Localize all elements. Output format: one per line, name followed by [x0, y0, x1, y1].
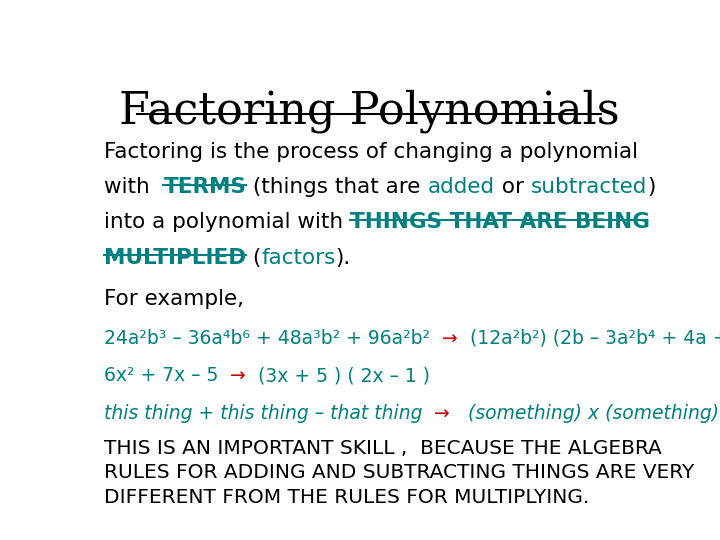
Text: MULTIPLIED: MULTIPLIED [104, 248, 246, 268]
Text: 6x² + 7x – 5: 6x² + 7x – 5 [104, 366, 218, 385]
Text: (3x + 5 ) ( 2x – 1 ): (3x + 5 ) ( 2x – 1 ) [258, 366, 430, 385]
Text: (things that are: (things that are [246, 177, 428, 197]
Text: →: → [218, 366, 258, 385]
Text: ).: ). [336, 248, 351, 268]
Text: THIS IS AN IMPORTANT SKILL ,  BECAUSE THE ALGEBRA
RULES FOR ADDING AND SUBTRACTI: THIS IS AN IMPORTANT SKILL , BECAUSE THE… [104, 439, 694, 507]
Text: (something) x (something): (something) x (something) [462, 404, 719, 423]
Text: →: → [430, 329, 469, 348]
Text: For example,: For example, [104, 289, 244, 309]
Text: THINGS THAT ARE BEING: THINGS THAT ARE BEING [350, 212, 650, 232]
Text: Factoring Polynomials: Factoring Polynomials [119, 90, 619, 133]
Text: or: or [495, 177, 531, 197]
Text: ): ) [647, 177, 655, 197]
Text: into a polynomial with: into a polynomial with [104, 212, 350, 232]
Text: 24a²b³ – 36a⁴b⁶ + 48a³b² + 96a²b²: 24a²b³ – 36a⁴b⁶ + 48a³b² + 96a²b² [104, 329, 430, 348]
Text: subtracted: subtracted [531, 177, 647, 197]
Text: with: with [104, 177, 163, 197]
Text: Factoring is the process of changing a polynomial: Factoring is the process of changing a p… [104, 141, 638, 161]
Text: (12a²b²) (2b – 3a²b⁴ + 4a + 8): (12a²b²) (2b – 3a²b⁴ + 4a + 8) [469, 329, 720, 348]
Text: (: ( [246, 248, 261, 268]
Text: factors: factors [261, 248, 336, 268]
Text: added: added [428, 177, 495, 197]
Text: this thing + this thing – that thing: this thing + this thing – that thing [104, 404, 423, 423]
Text: TERMS: TERMS [163, 177, 246, 197]
Text: →: → [423, 404, 462, 423]
